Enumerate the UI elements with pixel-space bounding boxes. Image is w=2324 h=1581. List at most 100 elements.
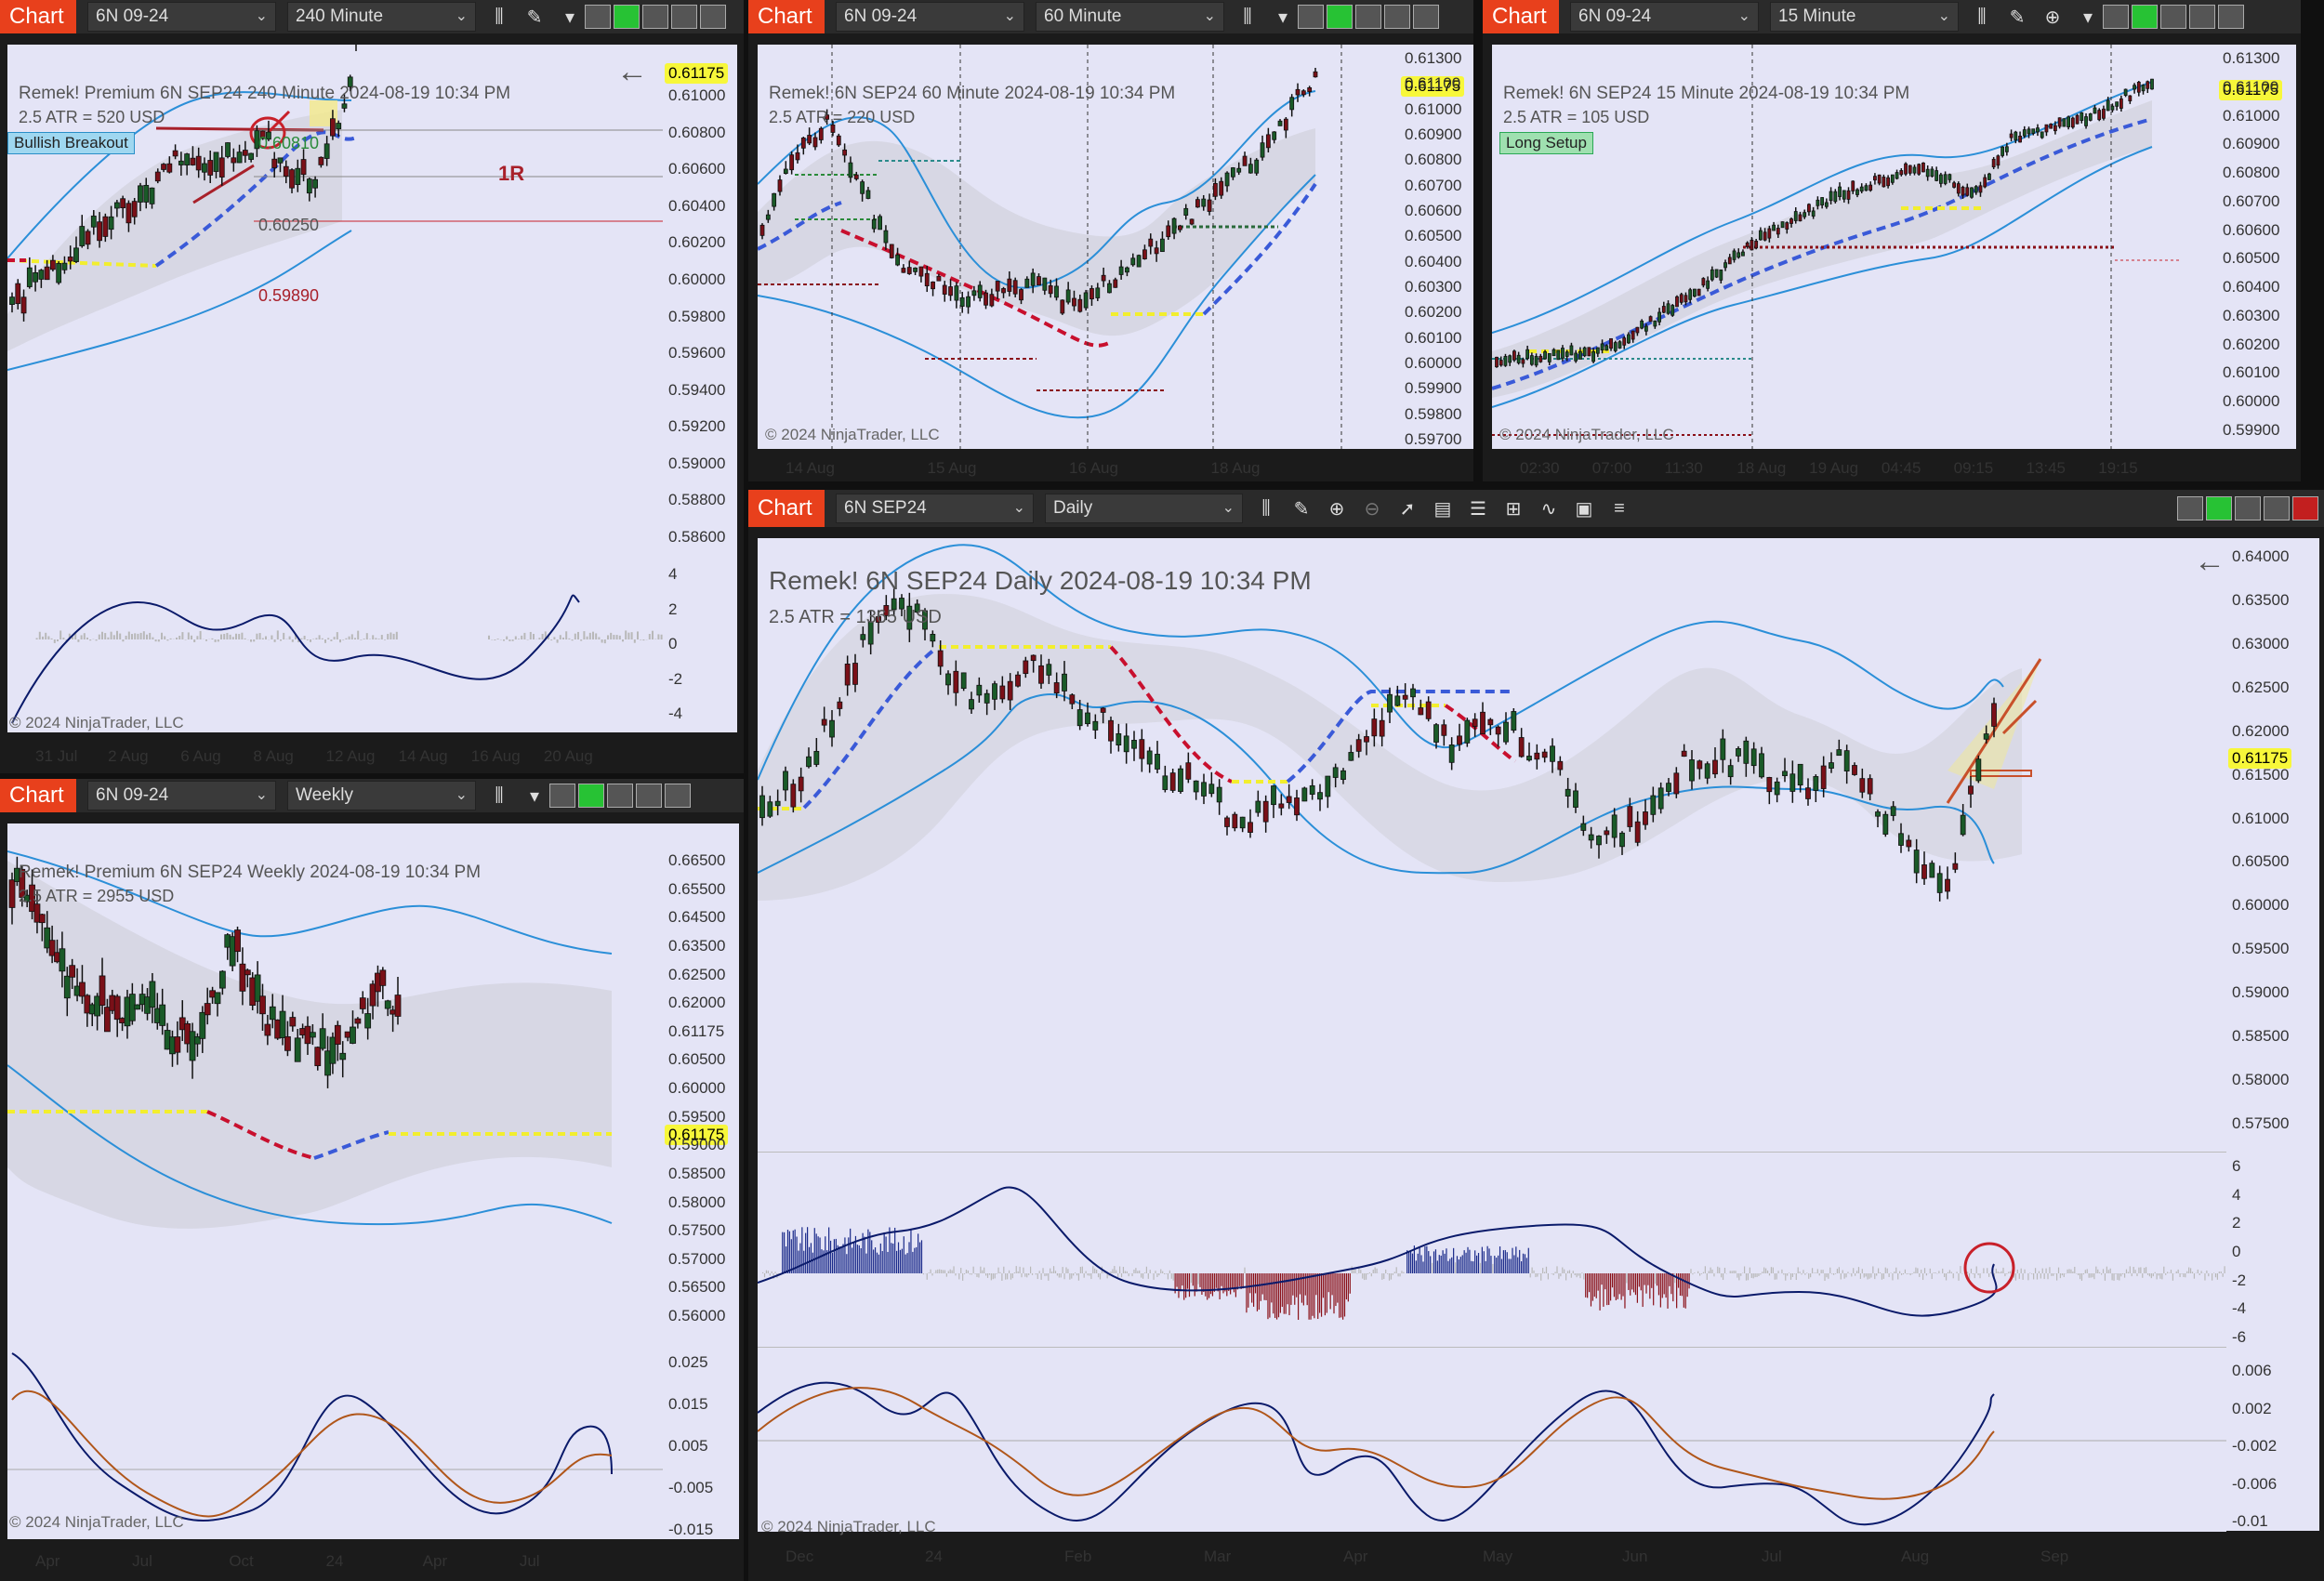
candle bbox=[213, 152, 219, 172]
candle bbox=[830, 124, 836, 133]
minimize-button[interactable] bbox=[2235, 496, 2261, 520]
dropdown-arrow-icon[interactable]: ▾ bbox=[529, 785, 540, 807]
strategies-icon[interactable]: ∿ bbox=[1540, 498, 1557, 520]
instrument-selector[interactable]: 6N 09-24 ⌄ bbox=[87, 781, 276, 810]
bar-type-icon[interactable]: ⫼ bbox=[495, 784, 504, 806]
zoom-in-icon[interactable]: ⊕ bbox=[2044, 7, 2061, 28]
interval-selector[interactable]: 240 Minute ⌄ bbox=[287, 2, 476, 32]
link-gray-button[interactable] bbox=[2177, 496, 2203, 520]
price-panel[interactable]: Remek! 6N SEP24 15 Minute 2024-08-19 10:… bbox=[1492, 45, 2217, 449]
axis-tick-label: -2 bbox=[668, 669, 683, 688]
link-gray-button[interactable] bbox=[585, 5, 611, 29]
draw-pencil-icon[interactable]: ✎ bbox=[2009, 7, 2026, 28]
histogram-bar bbox=[583, 631, 586, 639]
chart-menu-button[interactable]: Chart bbox=[1483, 0, 1559, 33]
histogram-bar bbox=[1684, 1273, 1686, 1309]
price-axis[interactable]: 0.61175 0.61000 0.60800 0.60600 0.60400 0.60… bbox=[663, 45, 737, 547]
link-gray-button[interactable] bbox=[549, 784, 575, 808]
link-green-button[interactable] bbox=[2132, 5, 2158, 29]
price-axis[interactable]: 0.61175 0.61300 0.61100 0.61000 0.60900 0.60… bbox=[1399, 45, 1473, 449]
instrument-selector[interactable]: 6N 09-24 ⌄ bbox=[1570, 2, 1759, 32]
zoom-out-icon[interactable]: ⊖ bbox=[1364, 498, 1380, 520]
histogram-bar bbox=[939, 1269, 941, 1273]
price-panel[interactable]: Remek! Premium 6N SEP24 240 Minute 2024-… bbox=[7, 45, 663, 547]
time-tick-label: Jul bbox=[132, 1552, 152, 1570]
candle bbox=[1640, 320, 1644, 329]
link-green-button[interactable] bbox=[614, 5, 640, 29]
axis-tick-label: 0.60500 bbox=[668, 1050, 726, 1069]
histogram-bar bbox=[1024, 1273, 1026, 1277]
bar-type-icon[interactable]: ⫼ bbox=[1261, 497, 1271, 519]
minimize-button[interactable] bbox=[1355, 5, 1381, 29]
candle bbox=[1921, 864, 1927, 879]
price-axis[interactable]: 0.61175 0.66500 0.65500 0.64500 0.63500 0.62… bbox=[663, 823, 739, 1344]
chart-menu-button[interactable]: Chart bbox=[0, 779, 76, 812]
link-green-button[interactable] bbox=[1327, 5, 1353, 29]
maximize-button[interactable] bbox=[636, 784, 662, 808]
close-button[interactable] bbox=[2292, 496, 2318, 520]
link-gray-button[interactable] bbox=[2103, 5, 2129, 29]
bar-type-icon[interactable]: ⫼ bbox=[1243, 6, 1252, 27]
minimize-button[interactable] bbox=[607, 784, 633, 808]
interval-selector[interactable]: Daily ⌄ bbox=[1045, 494, 1243, 523]
histogram-bar bbox=[1299, 1273, 1301, 1295]
chart-menu-button[interactable]: Chart bbox=[0, 0, 76, 33]
dropdown-arrow-icon[interactable]: ▾ bbox=[1277, 7, 1288, 28]
back-arrow-icon[interactable]: ← bbox=[616, 54, 648, 89]
close-button[interactable] bbox=[700, 5, 726, 29]
minimize-button[interactable] bbox=[642, 5, 668, 29]
histogram-bar bbox=[1433, 1251, 1435, 1273]
candle bbox=[1171, 217, 1177, 234]
price-panel[interactable]: Remek! 6N SEP24 Daily 2024-08-19 10:34 P… bbox=[758, 538, 2226, 1152]
dropdown-arrow-icon[interactable]: ▾ bbox=[2082, 7, 2093, 28]
draw-pencil-icon[interactable]: ✎ bbox=[1293, 498, 1310, 520]
instrument-selector[interactable]: 6N SEP24 ⌄ bbox=[836, 494, 1034, 523]
close-button[interactable] bbox=[665, 784, 691, 808]
list-icon[interactable]: ≡ bbox=[1614, 497, 1625, 519]
interval-selector[interactable]: Weekly ⌄ bbox=[287, 781, 476, 810]
histogram-bar bbox=[550, 639, 553, 641]
price-axis[interactable]: 0.61175 0.61300 0.61100 0.61000 0.60900 0.60… bbox=[2217, 45, 2296, 449]
histogram-bar bbox=[229, 634, 231, 639]
price-panel[interactable]: Remek! Premium 6N SEP24 Weekly 2024-08-1… bbox=[7, 823, 663, 1344]
time-tick-label: 09:15 bbox=[1953, 459, 1994, 477]
price-panel[interactable]: Remek! 6N SEP24 60 Minute 2024-08-19 10:… bbox=[758, 45, 1399, 449]
link-gray-button[interactable] bbox=[1298, 5, 1324, 29]
chart-menu-button[interactable]: Chart bbox=[748, 490, 825, 527]
candle bbox=[1934, 170, 1939, 181]
maximize-button[interactable] bbox=[2189, 5, 2215, 29]
pointer-icon[interactable]: ➚ bbox=[1399, 498, 1416, 520]
candle bbox=[38, 270, 45, 280]
histogram-bar bbox=[178, 636, 181, 639]
minimize-button[interactable] bbox=[2160, 5, 2186, 29]
maximize-button[interactable] bbox=[2264, 496, 2290, 520]
properties-icon[interactable]: ☰ bbox=[1470, 498, 1486, 520]
bar-type-icon[interactable]: ⫼ bbox=[1977, 6, 1987, 27]
link-green-button[interactable] bbox=[578, 784, 604, 808]
maximize-button[interactable] bbox=[671, 5, 697, 29]
close-button[interactable] bbox=[1413, 5, 1439, 29]
candle bbox=[1952, 182, 1956, 188]
maximize-button[interactable] bbox=[1384, 5, 1410, 29]
interval-selector[interactable]: 15 Minute ⌄ bbox=[1770, 2, 1959, 32]
interval-selector[interactable]: 60 Minute ⌄ bbox=[1036, 2, 1224, 32]
link-green-button[interactable] bbox=[2206, 496, 2232, 520]
close-button[interactable] bbox=[2218, 5, 2244, 29]
back-arrow-icon[interactable]: ← bbox=[2194, 544, 2225, 579]
candle bbox=[1069, 694, 1076, 705]
candle bbox=[1766, 777, 1773, 793]
templates-icon[interactable]: ▣ bbox=[1575, 498, 1593, 520]
candle bbox=[1759, 753, 1764, 778]
chart-menu-button[interactable]: Chart bbox=[748, 0, 825, 33]
dropdown-arrow-icon[interactable]: ▾ bbox=[564, 7, 575, 28]
instrument-selector[interactable]: 6N 09-24 ⌄ bbox=[87, 2, 276, 32]
histogram-bar bbox=[1902, 1273, 1905, 1275]
instrument-selector[interactable]: 6N 09-24 ⌄ bbox=[836, 2, 1024, 32]
indicators-icon[interactable]: ⊞ bbox=[1505, 498, 1522, 520]
data-box-icon[interactable]: ▤ bbox=[1433, 498, 1452, 520]
histogram-bar bbox=[1188, 1273, 1191, 1298]
price-axis[interactable]: 0.61175 0.64000 0.63500 0.63000 0.62500 0.62… bbox=[2226, 538, 2319, 1152]
draw-pencil-icon[interactable]: ✎ bbox=[526, 7, 543, 28]
bar-type-icon[interactable]: ⫼ bbox=[495, 6, 504, 27]
zoom-in-icon[interactable]: ⊕ bbox=[1328, 498, 1345, 520]
